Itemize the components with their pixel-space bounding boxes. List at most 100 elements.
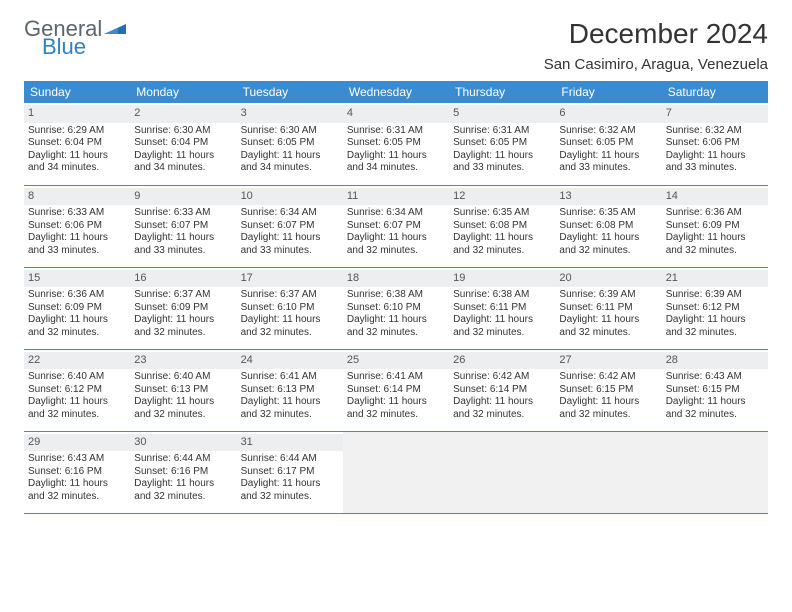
daylight-line-1: Daylight: 11 hours [666, 314, 764, 327]
daylight-line-2: and 32 minutes. [453, 409, 551, 422]
calendar-day-cell: 25Sunrise: 6:41 AMSunset: 6:14 PMDayligh… [343, 349, 449, 431]
day-number: 13 [555, 188, 661, 206]
calendar-day-cell: 4Sunrise: 6:31 AMSunset: 6:05 PMDaylight… [343, 103, 449, 185]
day-number: 17 [237, 270, 343, 288]
weekday-header: Friday [555, 81, 661, 103]
daylight-line-1: Daylight: 11 hours [241, 232, 339, 245]
calendar-day-cell: 10Sunrise: 6:34 AMSunset: 6:07 PMDayligh… [237, 185, 343, 267]
calendar-week-row: 1Sunrise: 6:29 AMSunset: 6:04 PMDaylight… [24, 103, 768, 185]
calendar-day-cell [662, 431, 768, 513]
day-number: 5 [449, 105, 555, 123]
daylight-line-2: and 33 minutes. [28, 245, 126, 258]
daylight-line-2: and 33 minutes. [666, 162, 764, 175]
sunrise-line: Sunrise: 6:41 AM [347, 371, 445, 384]
sunrise-line: Sunrise: 6:43 AM [666, 371, 764, 384]
calendar-week-row: 29Sunrise: 6:43 AMSunset: 6:16 PMDayligh… [24, 431, 768, 513]
sunrise-line: Sunrise: 6:35 AM [559, 207, 657, 220]
calendar-day-cell: 17Sunrise: 6:37 AMSunset: 6:10 PMDayligh… [237, 267, 343, 349]
daylight-line-2: and 33 minutes. [453, 162, 551, 175]
page-title: December 2024 [544, 18, 768, 50]
sunrise-line: Sunrise: 6:33 AM [28, 207, 126, 220]
daylight-line-2: and 32 minutes. [134, 409, 232, 422]
daylight-line-1: Daylight: 11 hours [559, 232, 657, 245]
daylight-line-1: Daylight: 11 hours [28, 478, 126, 491]
day-number: 29 [24, 434, 130, 452]
daylight-line-1: Daylight: 11 hours [134, 314, 232, 327]
calendar-day-cell: 9Sunrise: 6:33 AMSunset: 6:07 PMDaylight… [130, 185, 236, 267]
day-number: 20 [555, 270, 661, 288]
weekday-header: Sunday [24, 81, 130, 103]
sunrise-line: Sunrise: 6:33 AM [134, 207, 232, 220]
daylight-line-2: and 32 minutes. [559, 327, 657, 340]
sunset-line: Sunset: 6:15 PM [666, 384, 764, 397]
calendar-week-row: 15Sunrise: 6:36 AMSunset: 6:09 PMDayligh… [24, 267, 768, 349]
calendar-day-cell: 27Sunrise: 6:42 AMSunset: 6:15 PMDayligh… [555, 349, 661, 431]
daylight-line-1: Daylight: 11 hours [134, 150, 232, 163]
calendar-day-cell: 5Sunrise: 6:31 AMSunset: 6:05 PMDaylight… [449, 103, 555, 185]
day-number: 27 [555, 352, 661, 370]
daylight-line-2: and 32 minutes. [134, 327, 232, 340]
day-number: 8 [24, 188, 130, 206]
daylight-line-1: Daylight: 11 hours [559, 314, 657, 327]
calendar-day-cell: 11Sunrise: 6:34 AMSunset: 6:07 PMDayligh… [343, 185, 449, 267]
calendar-day-cell: 20Sunrise: 6:39 AMSunset: 6:11 PMDayligh… [555, 267, 661, 349]
calendar-day-cell: 3Sunrise: 6:30 AMSunset: 6:05 PMDaylight… [237, 103, 343, 185]
daylight-line-1: Daylight: 11 hours [347, 314, 445, 327]
daylight-line-1: Daylight: 11 hours [241, 478, 339, 491]
daylight-line-2: and 34 minutes. [28, 162, 126, 175]
day-number: 1 [24, 105, 130, 123]
sunset-line: Sunset: 6:11 PM [453, 302, 551, 315]
calendar-day-cell: 1Sunrise: 6:29 AMSunset: 6:04 PMDaylight… [24, 103, 130, 185]
sunrise-line: Sunrise: 6:37 AM [241, 289, 339, 302]
calendar-day-cell: 14Sunrise: 6:36 AMSunset: 6:09 PMDayligh… [662, 185, 768, 267]
sunrise-line: Sunrise: 6:40 AM [28, 371, 126, 384]
daylight-line-1: Daylight: 11 hours [347, 232, 445, 245]
header: General Blue December 2024 San Casimiro,… [24, 18, 768, 73]
sunrise-line: Sunrise: 6:44 AM [241, 453, 339, 466]
daylight-line-1: Daylight: 11 hours [241, 314, 339, 327]
day-number: 15 [24, 270, 130, 288]
daylight-line-1: Daylight: 11 hours [134, 396, 232, 409]
calendar-week-row: 22Sunrise: 6:40 AMSunset: 6:12 PMDayligh… [24, 349, 768, 431]
daylight-line-2: and 32 minutes. [453, 245, 551, 258]
calendar-day-cell: 28Sunrise: 6:43 AMSunset: 6:15 PMDayligh… [662, 349, 768, 431]
daylight-line-2: and 32 minutes. [347, 409, 445, 422]
day-number: 10 [237, 188, 343, 206]
day-number: 26 [449, 352, 555, 370]
day-number: 16 [130, 270, 236, 288]
sunrise-line: Sunrise: 6:31 AM [453, 125, 551, 138]
sunrise-line: Sunrise: 6:34 AM [241, 207, 339, 220]
sunset-line: Sunset: 6:07 PM [241, 220, 339, 233]
sunset-line: Sunset: 6:14 PM [453, 384, 551, 397]
sunset-line: Sunset: 6:12 PM [666, 302, 764, 315]
sunset-line: Sunset: 6:04 PM [28, 137, 126, 150]
daylight-line-1: Daylight: 11 hours [666, 150, 764, 163]
day-number: 7 [662, 105, 768, 123]
daylight-line-2: and 33 minutes. [241, 245, 339, 258]
day-number: 21 [662, 270, 768, 288]
title-block: December 2024 San Casimiro, Aragua, Vene… [544, 18, 768, 73]
calendar-table: Sunday Monday Tuesday Wednesday Thursday… [24, 81, 768, 514]
calendar-day-cell: 13Sunrise: 6:35 AMSunset: 6:08 PMDayligh… [555, 185, 661, 267]
sunrise-line: Sunrise: 6:38 AM [453, 289, 551, 302]
day-number: 25 [343, 352, 449, 370]
sunrise-line: Sunrise: 6:30 AM [241, 125, 339, 138]
daylight-line-2: and 33 minutes. [559, 162, 657, 175]
daylight-line-1: Daylight: 11 hours [666, 396, 764, 409]
weekday-header: Saturday [662, 81, 768, 103]
daylight-line-2: and 32 minutes. [134, 491, 232, 504]
sunrise-line: Sunrise: 6:30 AM [134, 125, 232, 138]
brand-logo: General Blue [24, 18, 126, 58]
day-number: 12 [449, 188, 555, 206]
sunset-line: Sunset: 6:16 PM [28, 466, 126, 479]
day-number: 6 [555, 105, 661, 123]
calendar-week-row: 8Sunrise: 6:33 AMSunset: 6:06 PMDaylight… [24, 185, 768, 267]
day-number: 30 [130, 434, 236, 452]
daylight-line-2: and 32 minutes. [559, 245, 657, 258]
daylight-line-2: and 32 minutes. [666, 245, 764, 258]
calendar-day-cell: 21Sunrise: 6:39 AMSunset: 6:12 PMDayligh… [662, 267, 768, 349]
daylight-line-1: Daylight: 11 hours [453, 232, 551, 245]
day-number: 11 [343, 188, 449, 206]
calendar-page: General Blue December 2024 San Casimiro,… [0, 0, 792, 532]
calendar-day-cell: 30Sunrise: 6:44 AMSunset: 6:16 PMDayligh… [130, 431, 236, 513]
